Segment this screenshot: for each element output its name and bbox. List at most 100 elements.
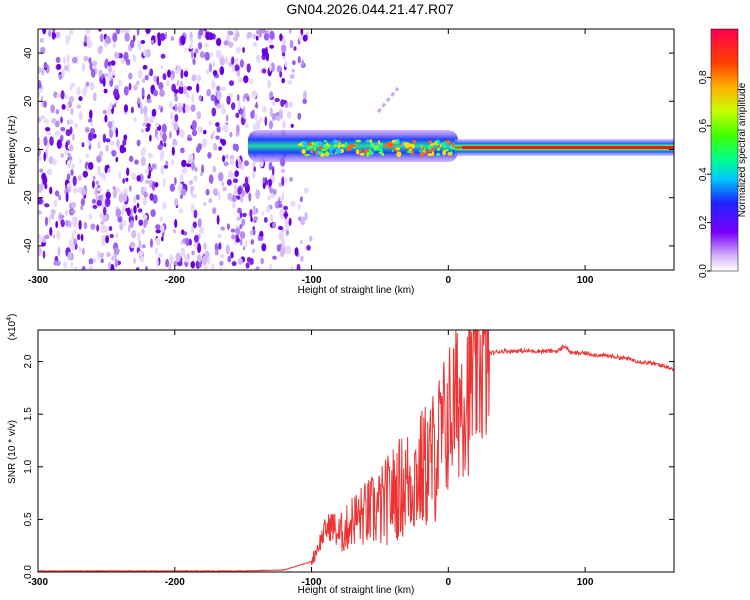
noise-speckle xyxy=(224,154,229,160)
band-speckle-dot xyxy=(427,140,433,144)
noise-speckle xyxy=(198,95,202,101)
noise-speckle xyxy=(266,205,270,213)
noise-speckle xyxy=(181,159,187,168)
noise-speckle xyxy=(146,99,152,103)
noise-speckle xyxy=(223,40,229,46)
band-speckle-dot xyxy=(445,143,449,149)
band-speckle-dot xyxy=(371,143,374,146)
noise-speckle xyxy=(69,29,74,35)
y-tick-label: 20 xyxy=(23,95,34,107)
noise-speckle xyxy=(228,170,233,179)
noise-speckle xyxy=(104,72,109,77)
noise-speckle xyxy=(91,68,96,78)
noise-speckle xyxy=(221,107,226,115)
noise-speckle xyxy=(243,75,249,84)
noise-speckle xyxy=(188,153,194,161)
noise-speckle xyxy=(65,141,68,150)
noise-speckle xyxy=(274,97,280,103)
noise-speckle xyxy=(172,229,177,234)
noise-speckle xyxy=(123,51,129,61)
band-speckle-dot xyxy=(358,149,363,152)
noise-speckle xyxy=(85,29,91,35)
noise-speckle xyxy=(253,216,258,221)
noise-speckle xyxy=(66,173,71,181)
noise-speckle xyxy=(255,189,261,200)
band-speckle-dot xyxy=(329,148,333,155)
noise-speckle xyxy=(142,65,148,70)
y-tick-label: 0.0 xyxy=(23,565,34,579)
noise-speckle xyxy=(126,167,130,176)
noise-speckle xyxy=(55,220,59,229)
noise-speckle xyxy=(293,46,297,51)
noise-speckle xyxy=(216,125,221,133)
spectrogram-image xyxy=(38,29,674,270)
noise-speckle xyxy=(196,111,202,120)
noise-speckle xyxy=(201,138,208,148)
noise-speckle xyxy=(267,195,272,201)
noise-speckle xyxy=(127,224,131,233)
noise-speckle xyxy=(180,247,185,257)
noise-speckle xyxy=(38,67,42,74)
noise-speckle xyxy=(226,179,232,186)
noise-speckle xyxy=(223,123,229,133)
noise-speckle xyxy=(112,189,117,199)
noise-speckle xyxy=(104,59,108,69)
noise-speckle xyxy=(78,246,82,253)
noise-speckle xyxy=(52,29,56,33)
noise-speckle xyxy=(195,145,201,154)
noise-speckle xyxy=(73,229,76,235)
band-speckle-dot xyxy=(438,140,441,146)
noise-speckle xyxy=(190,37,193,44)
noise-speckle xyxy=(155,247,159,256)
noise-speckle xyxy=(92,60,98,67)
noise-speckle xyxy=(133,84,138,91)
band-speckle-dot xyxy=(317,141,322,147)
noise-speckle xyxy=(194,242,198,249)
noise-speckle xyxy=(71,163,75,170)
noise-speckle xyxy=(49,186,53,195)
noise-speckle xyxy=(231,56,235,65)
band-speckle-dot xyxy=(328,144,331,148)
noise-speckle xyxy=(39,38,44,43)
noise-speckle xyxy=(212,165,217,173)
noise-speckle xyxy=(70,202,77,208)
noise-speckle xyxy=(139,255,145,263)
noise-speckle xyxy=(291,68,295,73)
noise-speckle xyxy=(252,41,258,47)
noise-speckle xyxy=(107,72,112,81)
noise-speckle xyxy=(143,191,148,198)
noise-speckle xyxy=(228,30,234,36)
noise-speckle xyxy=(92,204,98,209)
noise-speckle xyxy=(42,250,46,259)
noise-speckle xyxy=(204,263,208,270)
noise-speckle xyxy=(107,121,113,129)
band-speckle-dot xyxy=(301,149,307,154)
noise-speckle xyxy=(150,209,156,218)
noise-speckle xyxy=(149,68,154,77)
noise-speckle xyxy=(169,111,174,120)
noise-speckle xyxy=(90,121,94,127)
x-tick-label: -100 xyxy=(302,275,322,286)
noise-speckle xyxy=(214,249,219,256)
noise-speckle xyxy=(227,255,231,263)
noise-speckle xyxy=(141,87,145,97)
noise-speckle xyxy=(64,64,69,71)
noise-speckle xyxy=(281,120,286,129)
noise-speckle xyxy=(89,81,95,91)
band-speckle-dot xyxy=(378,151,382,154)
noise-speckle xyxy=(204,51,210,61)
noise-speckle xyxy=(174,198,179,207)
noise-speckle xyxy=(121,208,125,216)
noise-speckle xyxy=(225,114,229,122)
noise-speckle xyxy=(145,48,151,58)
noise-speckle xyxy=(160,33,166,41)
noise-speckle xyxy=(48,29,52,37)
noise-speckle xyxy=(103,88,108,94)
noise-speckle xyxy=(55,31,61,39)
noise-speckle xyxy=(56,63,62,70)
noise-speckle xyxy=(173,260,179,267)
noise-speckle xyxy=(205,188,210,196)
noise-speckle xyxy=(109,130,114,139)
noise-speckle xyxy=(281,176,285,187)
